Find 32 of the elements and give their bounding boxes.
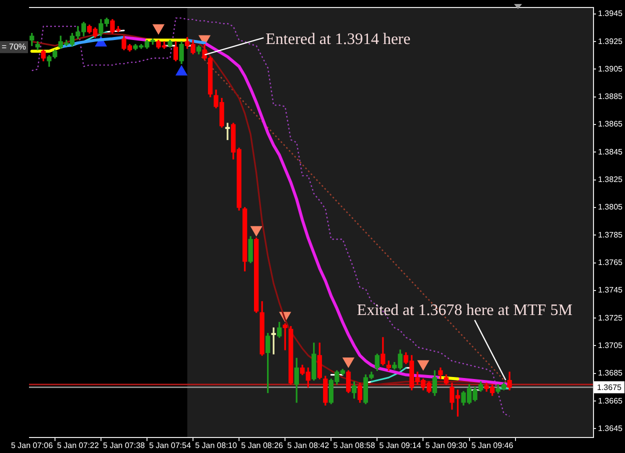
annotation: Exited at 1.3678 here at MTF 5M: [356, 302, 572, 320]
y-tick-label: 1.3925: [598, 36, 624, 46]
x-tick-label: 5 Jan 07:06: [10, 441, 54, 450]
y-tick-label: 1.3745: [598, 286, 624, 295]
y-tick-label: 1.3785: [598, 230, 624, 240]
y-tick-label: 1.3685: [598, 368, 624, 378]
x-tick-label: 5 Jan 08:42: [287, 441, 330, 450]
x-tick-label: 5 Jan 07:22: [57, 441, 100, 450]
y-tick-label: 1.3945: [598, 9, 624, 18]
x-tick-label: 5 Jan 07:38: [103, 441, 146, 450]
y-tick-label: 1.3825: [598, 175, 624, 184]
candlestick: [225, 122, 230, 140]
x-tick-label: 5 Jan 08:10: [195, 441, 238, 450]
y-tick-label: 1.3905: [598, 64, 624, 74]
y-tick-label: 1.3765: [598, 258, 624, 267]
x-tick-label: 5 Jan 08:58: [333, 441, 376, 450]
annotation: Entered at 1.3914 here: [266, 30, 410, 48]
x-tick-label: 5 Jan 09:46: [471, 441, 514, 450]
x-tick-label: 5 Jan 07:54: [149, 441, 192, 450]
y-tick-label: 1.3645: [598, 424, 624, 433]
ref-line-label: 1.3675: [597, 382, 622, 392]
x-tick-label: 5 Jan 09:30: [425, 441, 468, 450]
y-tick-label: 1.3665: [598, 396, 624, 406]
y-tick-label: 1.3705: [598, 340, 624, 350]
y-tick-label: 1.3885: [598, 92, 624, 102]
y-tick-label: 1.3865: [598, 120, 624, 129]
y-tick-label: 1.3725: [598, 313, 624, 322]
y-tick-label: 1.3845: [598, 147, 624, 156]
annotation: = 70%: [2, 41, 26, 52]
y-tick-label: 1.3805: [598, 202, 624, 212]
x-tick-label: 5 Jan 09:14: [379, 441, 422, 450]
x-tick-label: 5 Jan 08:26: [241, 441, 284, 450]
